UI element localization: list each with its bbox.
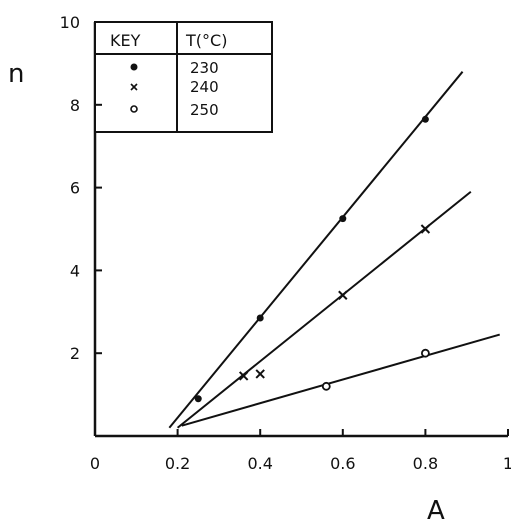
legend-label-240: 240 — [190, 78, 219, 96]
x-tick-label: 1 — [503, 454, 511, 473]
x-tick-label: 0.6 — [330, 454, 355, 473]
legend-marker-cross — [130, 83, 138, 91]
data-point-250 — [420, 348, 430, 358]
legend-label-250: 250 — [190, 101, 219, 119]
data-point-230 — [194, 395, 202, 403]
data-point-240 — [255, 369, 265, 379]
fit-line-250 — [181, 333, 501, 427]
data-point-250 — [321, 381, 331, 391]
legend-label-230: 230 — [190, 59, 219, 77]
legend-marker-open-circle — [130, 105, 138, 113]
legend-header-temp: T(°C) — [185, 31, 227, 50]
data-point-230 — [339, 215, 347, 223]
y-tick-label: 2 — [70, 344, 80, 363]
legend-marker-filled-circle — [130, 63, 138, 71]
x-tick-label: 0.4 — [247, 454, 272, 473]
legend: KEY T(°C) 230 240 250 — [94, 21, 273, 133]
x-tick-label: 0 — [90, 454, 100, 473]
x-tick-label: 0.8 — [413, 454, 438, 473]
y-axis-title: n — [8, 59, 24, 89]
legend-header-key: KEY — [110, 31, 141, 50]
y-tick-label: 10 — [60, 13, 80, 32]
x-axis-title: A — [427, 496, 445, 522]
data-point-230 — [256, 314, 264, 322]
data-point-240 — [420, 224, 431, 234]
y-tick-label: 4 — [70, 261, 80, 280]
y-tick-label: 6 — [70, 179, 80, 198]
data-point-240 — [238, 371, 249, 381]
fit-line-230 — [168, 71, 464, 429]
data-point-240 — [338, 290, 348, 300]
x-tick-label: 0.2 — [165, 454, 190, 473]
y-tick-label: 8 — [70, 96, 80, 115]
data-point-230 — [421, 115, 429, 123]
